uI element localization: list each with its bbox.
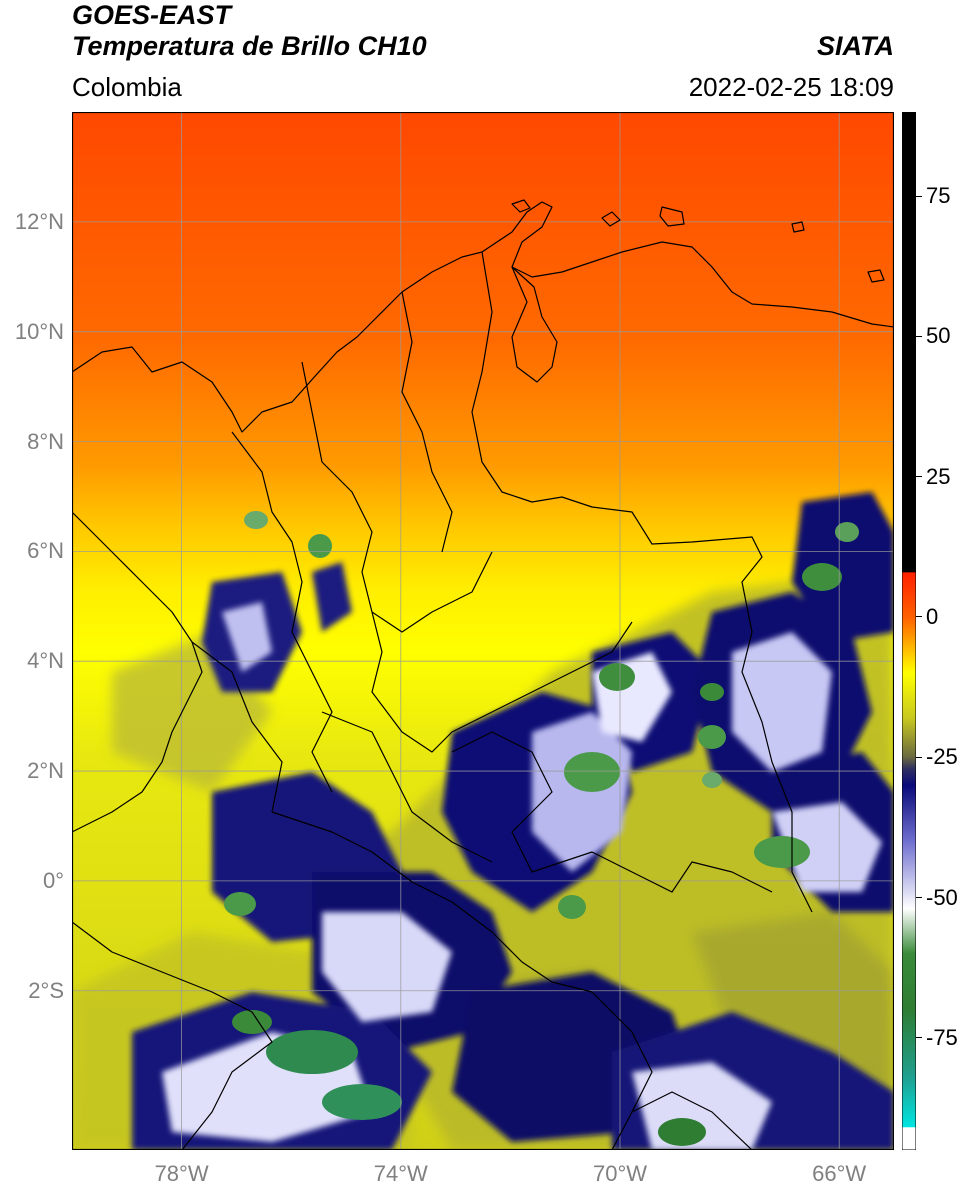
colorbar-tick [916,616,922,618]
colorbar-tick-label: -50 [926,884,958,910]
colorbar-tick-label: 25 [926,463,951,489]
curacao-island [601,211,621,227]
region-label: Colombia [72,72,182,102]
brazil-border [631,1091,753,1150]
peru-border [72,921,273,1150]
colombia-border-south [271,811,653,1150]
colorbar-tick [916,195,922,197]
datetime-label: 2022-02-25 18:09 [688,72,894,102]
latitude-tick-label: 10°N [14,318,64,344]
internal-border-1 [301,361,493,633]
latitude-tick-label: 6°N [27,538,64,564]
internal-border-2 [231,431,333,793]
internal-border-3 [401,291,453,553]
caribbean-coastline [72,201,894,433]
latitude-tick-label: 0° [42,867,64,893]
longitude-tick-label: 78°W [154,1161,209,1186]
internal-border-5 [191,641,283,813]
colorbar-tick [916,476,922,478]
colorbar-tick [916,756,922,758]
agency-label: SIATA [817,31,894,61]
map-frame [72,112,894,1150]
longitude-tick-label: 66°W [812,1161,867,1186]
temperature-colorbar [902,112,916,1150]
colorbar-tick-label: -75 [926,1024,958,1050]
colorbar-tick [916,897,922,898]
coastlines-and-borders [72,199,894,1150]
longitude-tick-label: 74°W [373,1161,428,1186]
satellite-title: GOES-EAST [72,0,232,30]
latitude-tick-label: 4°N [27,648,64,674]
product-title: Temperatura de Brillo CH10 [72,31,427,61]
latitude-tick-label: 12°N [14,208,64,234]
venezuela-brazil-border [451,731,773,893]
latitude-tick-label: 2°N [27,758,64,784]
latitude-tick-label: 8°N [27,428,64,454]
brightness-temperature-map [72,112,894,1150]
margarita-island [659,206,685,227]
gridlines [72,112,894,1150]
internal-border-4 [371,611,633,753]
trinidad-island [867,269,885,283]
cold-cloud-tops [162,602,882,1150]
longitude-tick-label: 70°W [592,1161,648,1186]
colombia-border-east [471,251,813,913]
coldest-cloud-tops [224,511,859,1146]
internal-border-6 [321,711,493,863]
colorbar-tick-label: -25 [926,744,958,770]
tobago-island [791,221,805,233]
latitude-tick-label: 2°S [28,977,64,1003]
colorbar-tick-label: 50 [926,323,951,349]
colorbar-tick-label: 75 [926,183,951,209]
lake-maracaibo [511,266,558,383]
pacific-coastline [72,511,203,833]
colorbar-tick [916,335,922,337]
aruba-island [511,199,531,213]
colorbar-tick [916,1037,922,1039]
colorbar-tick-label: 0 [926,603,939,629]
